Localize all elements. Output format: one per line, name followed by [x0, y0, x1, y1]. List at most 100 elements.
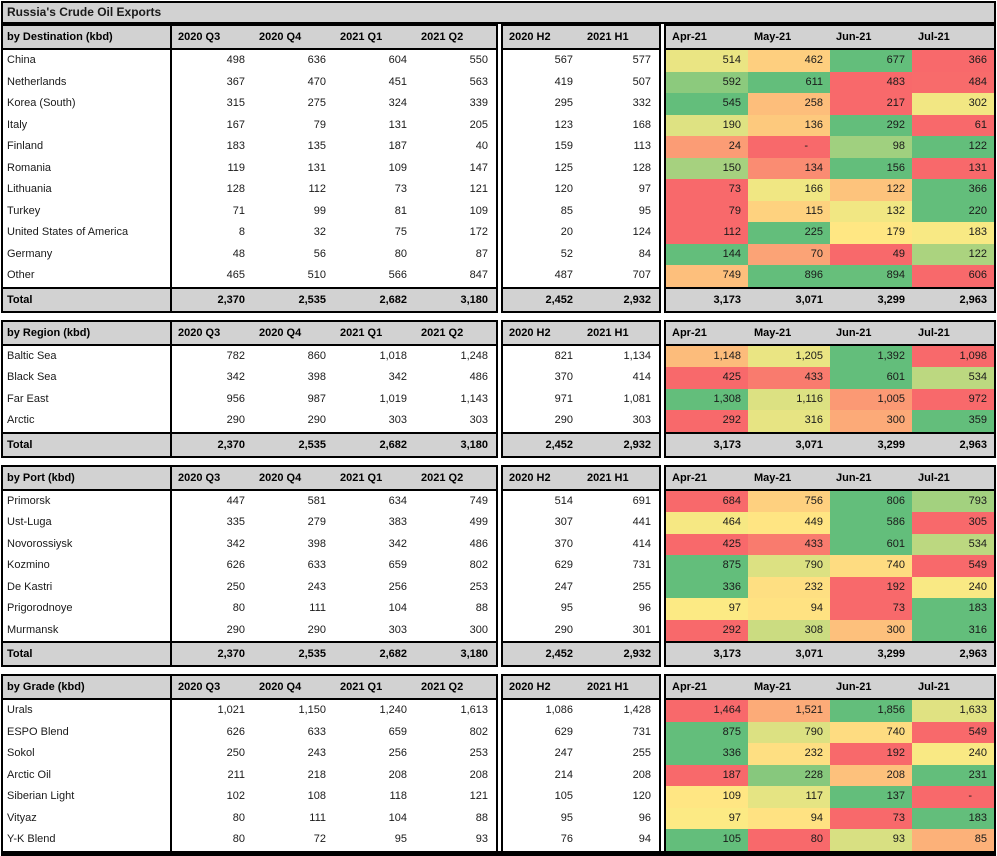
table-row: 290 303 — [503, 410, 659, 432]
heatmap-cell: 98 — [830, 136, 912, 158]
column-header: 2020 H2 — [509, 31, 551, 43]
header-row: 2020 H2 2021 H1 — [503, 466, 659, 491]
total-cell: 2,963 — [959, 648, 987, 660]
value-cell: 633 — [307, 725, 326, 738]
heatmap-cell: 109 — [666, 786, 748, 808]
value-cell: 510 — [307, 269, 326, 281]
value-cell: 88 — [475, 811, 488, 824]
value-cell: 104 — [388, 602, 407, 614]
header-row: by Region (kbd) 2020 Q3 2020 Q4 2021 Q1 2021… — [3, 321, 496, 346]
value-cell: 87 — [475, 247, 488, 260]
column-header: 2021 Q1 — [340, 326, 383, 339]
heatmap-cell: 549 — [912, 721, 994, 743]
value-cell: 96 — [638, 602, 651, 614]
heatmap-cell: 896 — [748, 265, 830, 287]
labels-quarters-block: by Destination (kbd) 2020 Q3 2020 Q4 2021 Q… — [1, 24, 498, 313]
row-label: Primorsk — [3, 490, 172, 512]
value-cell: 498 — [226, 54, 245, 66]
table-row: 1,148 1,205 1,392 1,098 — [666, 345, 994, 367]
table-row: Novorossiysk 342 398 342 486 — [3, 533, 496, 555]
heatmap-cell: 73 — [830, 807, 912, 829]
table-row: 592 611 483 484 — [666, 71, 994, 93]
value-cell: 72 — [313, 833, 326, 845]
column-header: 2020 Q4 — [259, 326, 302, 339]
heatmap-cell: 144 — [666, 243, 748, 265]
value-cell: 303 — [469, 414, 488, 426]
value-cell: 290 — [226, 414, 245, 426]
value-cell: 80 — [232, 602, 245, 614]
value-cell: 253 — [469, 747, 488, 759]
table-row: Y-K Blend 80 72 95 93 — [3, 829, 496, 851]
value-cell: 633 — [307, 559, 326, 571]
value-cell: 419 — [554, 75, 573, 88]
heatmap-cell: 190 — [666, 114, 748, 136]
table-row: 545 258 217 302 — [666, 93, 994, 115]
row-label: Lithuania — [3, 179, 172, 201]
value-cell: 243 — [307, 580, 326, 593]
value-cell: 1,134 — [623, 349, 651, 362]
value-cell: 75 — [394, 226, 407, 238]
heatmap-cell: 225 — [748, 222, 830, 244]
halves-block: 2020 H2 2021 H1 1,086 1,428 629 731 247 255 214 2… — [501, 674, 661, 851]
table-row: China 498 636 604 550 — [3, 50, 496, 72]
value-cell: 131 — [388, 118, 407, 131]
value-cell: 32 — [313, 226, 326, 238]
value-cell: 20 — [560, 226, 573, 238]
heatmap-cell: 606 — [912, 265, 994, 287]
table-row: Prigorodnoye 80 111 104 88 — [3, 598, 496, 620]
value-cell: 243 — [307, 747, 326, 759]
column-header: Apr-21 — [672, 681, 707, 693]
value-cell: 659 — [388, 559, 407, 571]
value-cell: 95 — [394, 833, 407, 845]
total-cell: 3,173 — [713, 293, 741, 306]
total-row: 3,173 3,071 3,299 2,963 — [666, 641, 994, 665]
column-header: 2020 Q4 — [259, 471, 302, 484]
heatmap-cell: 112 — [666, 222, 748, 244]
heatmap-cell: 484 — [912, 71, 994, 93]
total-cell: 2,932 — [623, 438, 651, 451]
table-row: 120 97 — [503, 179, 659, 201]
value-cell: 109 — [469, 204, 488, 217]
table-row: 24-98 122 — [666, 136, 994, 158]
value-cell: 821 — [554, 349, 573, 362]
heatmap-cell: 258 — [748, 93, 830, 115]
heatmap-cell: 1,633 — [912, 700, 994, 722]
heatmap-cell: 94 — [748, 807, 830, 829]
heatmap-cell: 1,148 — [666, 345, 748, 367]
value-cell: 95 — [560, 811, 573, 824]
value-cell: 108 — [307, 790, 326, 802]
header-row: Apr-21 May-21 Jun-21 Jul-21 — [666, 26, 994, 50]
total-cell: 3,299 — [877, 648, 905, 660]
column-header: 2021 H1 — [587, 326, 629, 339]
table-row: 292 316 300 359 — [666, 410, 994, 432]
table-row: 150 134 156 131 — [666, 157, 994, 179]
row-label: Germany — [3, 243, 172, 265]
report-title: Russia's Crude Oil Exports — [1, 1, 996, 24]
row-label: Italy — [3, 114, 172, 136]
heatmap-cell: - — [748, 136, 830, 158]
heatmap-cell: 220 — [912, 200, 994, 222]
table-row: 336 232 192 240 — [666, 576, 994, 598]
column-header: Jun-21 — [836, 31, 872, 43]
heatmap-cell: 756 — [748, 490, 830, 512]
heatmap-cell: 316 — [748, 410, 830, 432]
total-cell: 2,682 — [379, 438, 407, 451]
table-row: Lithuania 128 112 73 121 — [3, 179, 496, 201]
column-header: Apr-21 — [672, 471, 707, 484]
value-cell: 514 — [554, 494, 573, 507]
heatmap-cell: 208 — [830, 764, 912, 786]
row-label: Turkey — [3, 200, 172, 222]
heatmap-cell: 793 — [912, 490, 994, 512]
table-row: 85 95 — [503, 201, 659, 223]
value-cell: 80 — [232, 811, 245, 824]
heatmap-cell: 534 — [912, 533, 994, 555]
value-cell: 550 — [469, 54, 488, 66]
table-row: 144 70 49 122 — [666, 243, 994, 265]
total-cell: 2,963 — [959, 293, 987, 306]
total-row: 3,173 3,071 3,299 2,963 — [666, 286, 994, 311]
heatmap-cell: 545 — [666, 93, 748, 115]
heatmap-cell: 366 — [912, 50, 994, 72]
value-cell: 214 — [554, 768, 573, 781]
table-row: 1,308 1,116 1,005 972 — [666, 388, 994, 410]
